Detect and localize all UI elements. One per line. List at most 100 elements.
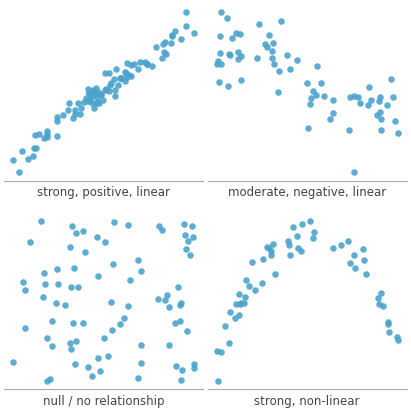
Point — [226, 51, 232, 58]
Point — [111, 76, 118, 82]
Point — [112, 93, 119, 99]
Point — [232, 30, 239, 36]
Point — [287, 66, 293, 73]
Point — [159, 55, 165, 62]
Point — [284, 237, 291, 244]
Point — [167, 40, 174, 47]
Point — [172, 27, 178, 34]
Point — [95, 89, 101, 95]
Point — [76, 111, 83, 118]
Point — [70, 115, 76, 121]
Point — [173, 363, 179, 370]
Point — [40, 294, 46, 301]
Point — [256, 21, 263, 27]
Point — [118, 75, 124, 82]
Point — [111, 87, 118, 94]
Point — [29, 153, 36, 159]
Point — [227, 52, 233, 59]
Point — [330, 110, 336, 117]
Point — [229, 35, 235, 42]
Point — [31, 131, 38, 138]
Point — [350, 93, 357, 100]
Point — [287, 251, 293, 258]
Point — [321, 93, 327, 100]
Point — [275, 68, 282, 74]
Point — [97, 368, 104, 374]
Point — [169, 31, 176, 38]
Point — [72, 229, 79, 236]
Point — [263, 44, 270, 50]
Point — [178, 300, 184, 307]
Point — [222, 323, 229, 329]
Point — [238, 299, 245, 306]
X-axis label: moderate, negative, linear: moderate, negative, linear — [228, 186, 386, 199]
Point — [213, 61, 220, 68]
Point — [355, 94, 362, 101]
Point — [242, 294, 248, 300]
Point — [376, 98, 383, 105]
Point — [90, 91, 97, 98]
Point — [95, 273, 101, 279]
Point — [259, 280, 266, 286]
Point — [176, 318, 183, 324]
Point — [144, 61, 151, 68]
Point — [111, 219, 118, 226]
Point — [127, 276, 133, 283]
Point — [37, 218, 44, 224]
Point — [180, 221, 187, 227]
Point — [216, 79, 222, 85]
Point — [368, 97, 375, 103]
Point — [304, 80, 310, 86]
Point — [97, 91, 104, 97]
Point — [183, 9, 189, 16]
Point — [91, 105, 97, 111]
Point — [89, 87, 96, 93]
Point — [127, 73, 134, 80]
Point — [266, 32, 272, 39]
Point — [102, 239, 108, 245]
Point — [124, 73, 131, 80]
Point — [385, 321, 392, 327]
Point — [346, 260, 353, 266]
Point — [108, 80, 114, 86]
Point — [89, 373, 95, 380]
Point — [241, 300, 248, 307]
Point — [75, 100, 81, 107]
Point — [53, 118, 60, 125]
Point — [217, 9, 224, 16]
Point — [215, 58, 222, 64]
Point — [377, 94, 383, 100]
Point — [213, 348, 220, 354]
Point — [215, 378, 222, 384]
Point — [97, 91, 104, 98]
Point — [275, 89, 282, 96]
Point — [269, 48, 276, 55]
Point — [73, 338, 79, 344]
Point — [227, 309, 233, 316]
Point — [87, 97, 93, 104]
Point — [346, 94, 353, 100]
Point — [310, 88, 316, 94]
Point — [253, 55, 260, 61]
Point — [143, 60, 150, 67]
Point — [217, 349, 224, 355]
Point — [309, 234, 316, 241]
Point — [89, 99, 95, 106]
Point — [390, 94, 397, 100]
Point — [49, 342, 55, 349]
Point — [166, 342, 173, 349]
Point — [178, 35, 184, 42]
Point — [25, 156, 32, 162]
Point — [80, 228, 86, 234]
Point — [162, 39, 168, 45]
Point — [235, 49, 242, 55]
Point — [191, 30, 198, 37]
Point — [83, 95, 89, 102]
Point — [284, 52, 291, 59]
Point — [100, 334, 107, 341]
Point — [238, 77, 245, 83]
Point — [271, 61, 277, 68]
Point — [40, 270, 47, 277]
Point — [189, 222, 196, 229]
Point — [79, 319, 86, 326]
